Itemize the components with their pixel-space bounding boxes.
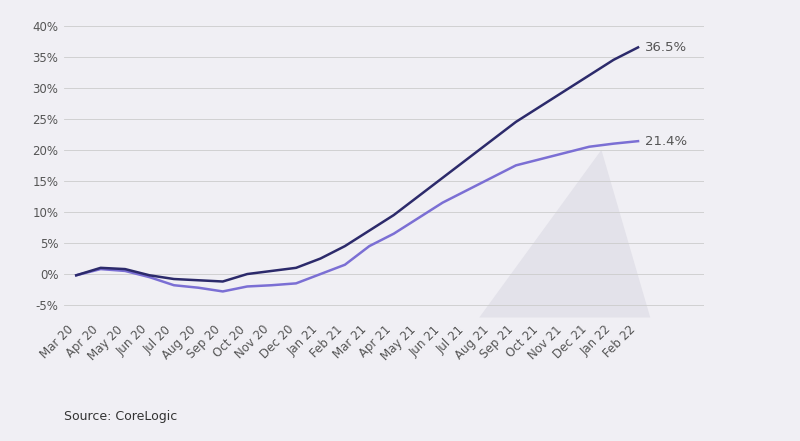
Text: 36.5%: 36.5% bbox=[646, 41, 687, 54]
Text: Source: CoreLogic: Source: CoreLogic bbox=[64, 411, 178, 423]
Polygon shape bbox=[479, 150, 650, 318]
Text: 21.4%: 21.4% bbox=[646, 135, 687, 148]
